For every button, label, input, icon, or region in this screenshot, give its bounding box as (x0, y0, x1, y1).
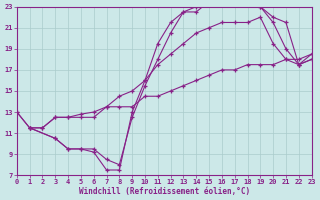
X-axis label: Windchill (Refroidissement éolien,°C): Windchill (Refroidissement éolien,°C) (79, 187, 250, 196)
